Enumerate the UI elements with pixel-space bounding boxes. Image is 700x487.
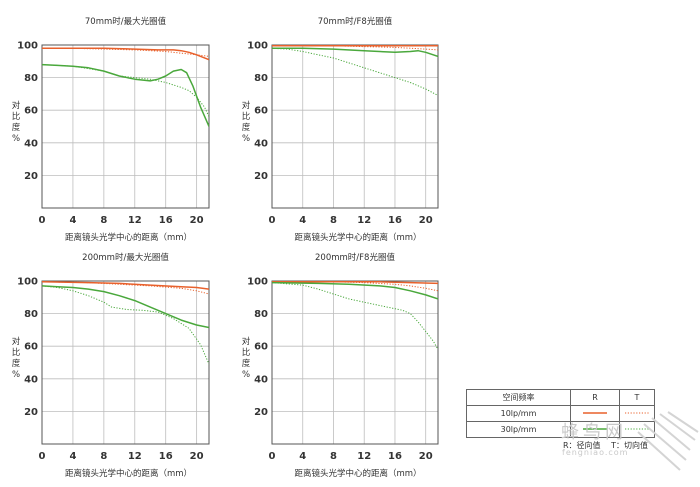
- x-tick-label: 4: [69, 451, 76, 462]
- legend-header-r: R: [570, 389, 620, 406]
- chart-panel-1: 70mm时/最大光圈值 20 40 60 80 100 0 4 8 12 16 20 距离镜头光学中心的…: [12, 16, 210, 243]
- chart-panel-3: 200mm时/最大光圈值 20 40 60 80 100 0 4 8 12 16 20 距离镜头光学中心…: [12, 252, 210, 479]
- x-tick-label: 20: [190, 215, 204, 226]
- y-tick-label: 80: [24, 309, 38, 320]
- plot-frame: [41, 44, 210, 209]
- x-axis-label: 距离镜头光学中心的距离（mm）: [294, 232, 421, 243]
- chart-panel-4: 200mm时/F8光圈值 20 40 60 80 100 0 4 8 12 16 20 距离镜头光学中心…: [242, 252, 439, 479]
- series-line-10-R: [42, 47, 209, 61]
- x-tick-label: 20: [419, 215, 433, 226]
- series-line-10-T: [42, 281, 209, 295]
- y-axis-label: 对比度%: [12, 100, 21, 144]
- y-tick-label: 20: [254, 171, 268, 182]
- y-axis-label: 对比度%: [12, 336, 21, 380]
- watermark-bird-logo: [637, 411, 699, 471]
- x-tick-label: 12: [357, 215, 371, 226]
- x-tick-label: 0: [39, 451, 46, 462]
- legend-row-30lp-label: 30lp/mm: [466, 421, 571, 438]
- y-tick-label: 60: [254, 342, 268, 353]
- chart-title: 70mm时/F8光圈值: [318, 16, 393, 27]
- x-axis-label: 距离镜头光学中心的距离（mm）: [65, 468, 192, 479]
- plot-frame: [41, 280, 210, 445]
- y-tick-label: 80: [254, 73, 268, 84]
- chart-title: 70mm时/最大光圈值: [85, 16, 167, 27]
- x-tick-label: 20: [419, 451, 433, 462]
- y-tick-label: 100: [247, 41, 268, 52]
- x-axis-label: 距离镜头光学中心的距离（mm）: [294, 468, 421, 479]
- series-line-10-T: [272, 45, 438, 51]
- x-tick-label: 12: [357, 451, 371, 462]
- x-axis-label: 距离镜头光学中心的距离（mm）: [65, 232, 192, 243]
- series-line-10-T: [272, 281, 438, 292]
- x-tick-label: 0: [269, 215, 276, 226]
- plot-frame: [271, 280, 439, 445]
- series-line-30-T: [272, 47, 438, 96]
- y-axis-label: 对比度%: [242, 336, 251, 380]
- series-line-30-R: [272, 281, 438, 300]
- x-tick-label: 20: [190, 451, 204, 462]
- legend-note: R：径向值 T：切向值: [563, 440, 656, 451]
- x-tick-label: 16: [388, 215, 402, 226]
- y-axis-label: 对比度%: [242, 100, 251, 144]
- series-line-30-R: [42, 285, 209, 329]
- x-tick-label: 8: [330, 451, 337, 462]
- x-tick-label: 16: [159, 451, 173, 462]
- x-tick-label: 12: [128, 451, 142, 462]
- y-tick-label: 60: [24, 342, 38, 353]
- series-line-30-T: [272, 282, 438, 350]
- y-tick-label: 40: [254, 374, 268, 385]
- x-tick-label: 8: [330, 215, 337, 226]
- y-tick-label: 80: [24, 73, 38, 84]
- legend-note-r: R：径向值: [563, 441, 601, 450]
- series-line-30-R: [42, 63, 209, 127]
- y-tick-label: 100: [17, 41, 38, 52]
- chart-title: 200mm时/F8光圈值: [315, 252, 395, 263]
- legend-header-frequency: 空间频率: [466, 389, 571, 406]
- y-tick-label: 80: [254, 309, 268, 320]
- y-tick-label: 20: [24, 407, 38, 418]
- y-tick-label: 40: [24, 374, 38, 385]
- x-tick-label: 8: [100, 215, 107, 226]
- x-tick-label: 16: [388, 451, 402, 462]
- x-tick-label: 12: [128, 215, 142, 226]
- series-line-30-T: [42, 285, 209, 365]
- series-line-30-T: [42, 64, 209, 117]
- series-line-10-R: [272, 281, 438, 285]
- legend-10lp-t-swatch: [619, 405, 655, 422]
- y-tick-label: 100: [17, 277, 38, 288]
- series-line-30-R: [272, 47, 438, 58]
- chart-title: 200mm时/最大光圈值: [82, 252, 169, 263]
- x-tick-label: 8: [100, 451, 107, 462]
- plot-frame: [271, 44, 439, 209]
- x-tick-label: 16: [159, 215, 173, 226]
- x-tick-label: 4: [299, 215, 306, 226]
- y-tick-label: 60: [254, 106, 268, 117]
- watermark-url: fengniao.com: [562, 448, 629, 457]
- series-line-10-R: [42, 281, 209, 290]
- legend-table: 空间频率 R T 10lp/mm 30lp/mm: [466, 389, 655, 438]
- x-tick-label: 0: [39, 215, 46, 226]
- legend-note-t: T：切向值: [611, 441, 648, 450]
- y-tick-label: 20: [254, 407, 268, 418]
- x-tick-label: 4: [299, 451, 306, 462]
- y-tick-label: 60: [24, 106, 38, 117]
- y-tick-label: 40: [254, 138, 268, 149]
- y-tick-label: 100: [247, 277, 268, 288]
- x-tick-label: 0: [269, 451, 276, 462]
- legend-header-t: T: [619, 389, 655, 406]
- watermark-text: 蜂鸟网: [561, 422, 627, 443]
- y-tick-label: 40: [24, 138, 38, 149]
- y-tick-label: 20: [24, 171, 38, 182]
- x-tick-label: 4: [69, 215, 76, 226]
- chart-panel-2: 70mm时/F8光圈值 20 40 60 80 100 0 4 8 12 16 20 距离镜头光学中心的…: [242, 16, 439, 243]
- series-line-10-T: [42, 47, 209, 57]
